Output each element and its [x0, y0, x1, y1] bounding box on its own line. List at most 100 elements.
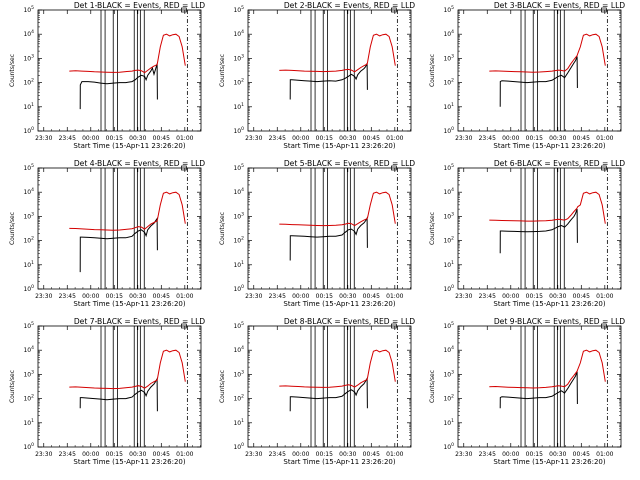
x-tick-label: 00:00: [292, 451, 309, 458]
x-tick-label: 00:30: [549, 135, 566, 142]
y-tick-label: 104: [23, 345, 34, 354]
y-tick-label: 105: [23, 5, 34, 14]
panel-title: Det 7-BLACK = Events, RED = LLD: [74, 317, 205, 326]
y-tick-exponent: 4: [31, 187, 34, 193]
x-tick-label: 00:45: [153, 451, 170, 458]
x-tick-label: 00:15: [106, 135, 123, 142]
y-tick-exponent: 1: [451, 102, 454, 108]
x-tick-label: 23:30: [455, 451, 472, 458]
y-tick-label: 105: [443, 5, 454, 14]
y-tick-label: 104: [443, 29, 454, 38]
y-tick-exponent: 3: [31, 369, 34, 375]
lld-series-line: [69, 191, 186, 231]
y-axis-label: Counts/sec: [429, 212, 436, 245]
y-tick-exponent: 3: [31, 211, 34, 217]
y-tick-exponent: 5: [31, 5, 34, 11]
x-tick-label: 00:00: [82, 451, 99, 458]
y-tick-label: 105: [233, 5, 244, 14]
x-tick-label: 23:45: [479, 451, 496, 458]
x-tick-label: 00:30: [129, 451, 146, 458]
y-tick-label: 102: [23, 236, 34, 245]
events-series-line: [289, 63, 368, 100]
x-axis-label: Start Time (15-Apr-11 23:26:20): [73, 142, 185, 150]
x-axis-label: Start Time (15-Apr-11 23:26:20): [283, 142, 395, 150]
x-tick-label: 00:00: [292, 293, 309, 300]
plot-frame: [37, 167, 202, 290]
y-tick-exponent: 2: [241, 236, 244, 242]
events-series-line: [289, 216, 368, 261]
plot-frame: [457, 167, 622, 290]
y-tick-exponent: 0: [241, 442, 244, 448]
y-tick-exponent: 5: [31, 321, 34, 327]
panel-title: Det 9-BLACK = Events, RED = LLD: [494, 317, 625, 326]
y-tick-exponent: 2: [31, 78, 34, 84]
x-tick-label: 23:45: [479, 293, 496, 300]
y-tick-exponent: 1: [451, 260, 454, 266]
x-tick-label: 23:45: [479, 135, 496, 142]
x-tick-label: 00:30: [549, 293, 566, 300]
x-tick-label: 00:00: [502, 293, 519, 300]
x-tick-label: 23:30: [35, 135, 52, 142]
x-tick-label: 23:30: [35, 451, 52, 458]
lld-series-line: [489, 191, 606, 224]
events-series-line: [499, 371, 578, 409]
y-tick-exponent: 2: [451, 78, 454, 84]
x-tick-label: 23:45: [59, 293, 76, 300]
y-tick-exponent: 5: [451, 5, 454, 11]
x-tick-label: 01:00: [176, 293, 193, 300]
x-axis-label: Start Time (15-Apr-11 23:26:20): [493, 300, 605, 308]
y-tick-exponent: 1: [241, 418, 244, 424]
x-tick-label: 00:15: [526, 293, 543, 300]
y-tick-exponent: 3: [241, 53, 244, 59]
y-tick-label: 103: [233, 53, 244, 62]
lld-series-line: [69, 349, 186, 390]
y-axis-label: Counts/sec: [429, 370, 436, 403]
x-axis-label: Start Time (15-Apr-11 23:26:20): [493, 458, 605, 466]
y-tick-label: 100: [443, 126, 454, 135]
y-tick-exponent: 0: [241, 284, 244, 290]
lld-series-line: [279, 33, 396, 73]
y-axis-label: Counts/sec: [219, 54, 226, 87]
y-tick-label: 101: [23, 102, 34, 111]
x-tick-label: 23:30: [35, 293, 52, 300]
y-tick-label: 104: [233, 29, 244, 38]
x-tick-label: 00:15: [316, 451, 333, 458]
y-tick-label: 104: [443, 187, 454, 196]
y-tick-label: 100: [443, 442, 454, 451]
y-tick-label: 101: [23, 418, 34, 427]
y-tick-label: 104: [23, 29, 34, 38]
y-tick-exponent: 0: [31, 442, 34, 448]
y-axis-label: Counts/sec: [429, 54, 436, 87]
x-tick-label: 00:15: [526, 135, 543, 142]
x-axis-label: Start Time (15-Apr-11 23:26:20): [73, 300, 185, 308]
y-tick-label: 104: [233, 345, 244, 354]
y-tick-label: 101: [233, 102, 244, 111]
x-tick-label: 00:00: [502, 135, 519, 142]
y-tick-label: 101: [443, 102, 454, 111]
x-tick-label: 00:45: [573, 293, 590, 300]
y-tick-exponent: 4: [451, 187, 454, 193]
y-tick-exponent: 0: [31, 284, 34, 290]
x-tick-label: 00:15: [526, 451, 543, 458]
plot-frame: [247, 167, 412, 290]
x-tick-label: 01:00: [386, 293, 403, 300]
x-tick-label: 00:15: [106, 293, 123, 300]
plot-frame: [457, 9, 622, 132]
y-tick-label: 101: [23, 260, 34, 269]
x-tick-label: 01:00: [386, 451, 403, 458]
panel-title: Det 2-BLACK = Events, RED = LLD: [284, 1, 415, 10]
x-tick-label: 23:30: [455, 293, 472, 300]
y-tick-label: 103: [443, 369, 454, 378]
y-tick-exponent: 4: [31, 345, 34, 351]
y-tick-exponent: 4: [31, 29, 34, 35]
y-tick-exponent: 4: [241, 29, 244, 35]
y-tick-label: 105: [233, 163, 244, 172]
y-tick-label: 103: [443, 211, 454, 220]
x-tick-label: 00:30: [339, 451, 356, 458]
panel-title: Det 3-BLACK = Events, RED = LLD: [494, 1, 625, 10]
x-tick-label: 00:45: [573, 135, 590, 142]
x-tick-label: 00:15: [316, 135, 333, 142]
y-tick-exponent: 3: [451, 369, 454, 375]
